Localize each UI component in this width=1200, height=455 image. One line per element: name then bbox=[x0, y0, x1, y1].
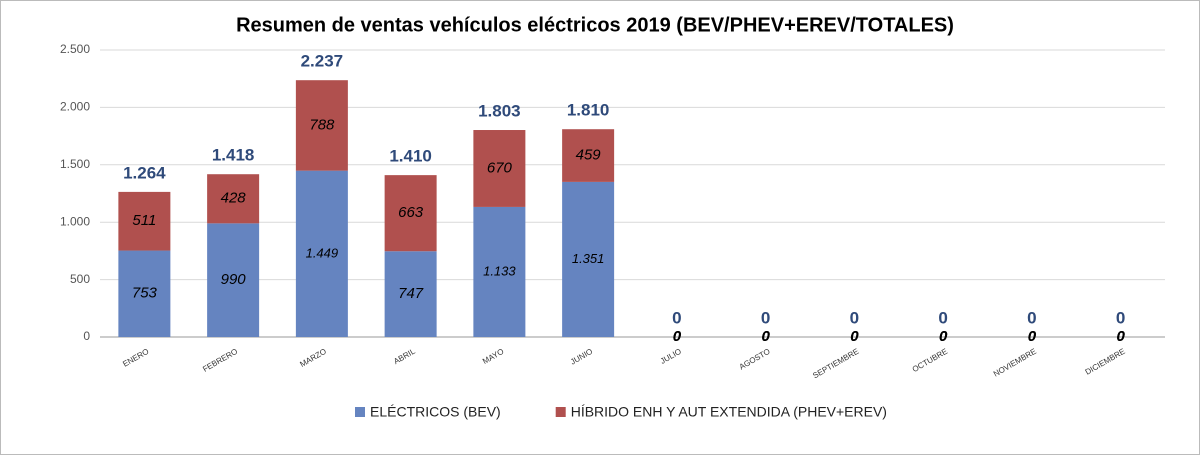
segment-label: 0 bbox=[761, 328, 770, 345]
segment-label: 753 bbox=[132, 285, 158, 302]
bar-segment bbox=[384, 175, 437, 252]
total-label: 1.810 bbox=[567, 101, 610, 120]
segment-label: 0 bbox=[673, 328, 682, 345]
legend-swatch bbox=[555, 407, 566, 417]
segment-label: 1.351 bbox=[572, 251, 605, 266]
segment-label: 747 bbox=[398, 285, 424, 302]
bar-segment bbox=[473, 130, 526, 207]
segment-label: 990 bbox=[221, 271, 247, 288]
bar-segment bbox=[118, 191, 171, 251]
segment-label: 428 bbox=[221, 190, 247, 207]
legend-label: ELÉCTRICOS (BEV) bbox=[370, 404, 501, 420]
bar-segment bbox=[295, 170, 348, 337]
segment-label: 0 bbox=[1116, 328, 1125, 345]
y-tick-label: 0 bbox=[83, 329, 90, 343]
segment-label: 459 bbox=[576, 147, 602, 164]
segment-label: 0 bbox=[673, 328, 682, 345]
segment-label: 670 bbox=[487, 159, 513, 176]
y-tick-label: 2.000 bbox=[60, 100, 90, 114]
total-label: 2.237 bbox=[301, 52, 344, 71]
chart-title: Resumen de ventas vehículos eléctricos 2… bbox=[236, 14, 954, 36]
bar-segment bbox=[562, 181, 615, 337]
legend-label: HÍBRIDO ENH Y AUT EXTENDIDA (PHEV+EREV) bbox=[571, 404, 887, 420]
bar-segment bbox=[207, 174, 260, 224]
bar-segment bbox=[562, 129, 615, 182]
segment-label: 0 bbox=[850, 328, 859, 345]
y-tick-label: 2.500 bbox=[60, 42, 90, 56]
total-label: 0 bbox=[1116, 308, 1125, 327]
segment-label: 0 bbox=[761, 328, 770, 345]
total-label: 0 bbox=[1027, 308, 1036, 327]
bar-segment bbox=[295, 80, 348, 171]
segment-label: 663 bbox=[398, 204, 424, 221]
segment-label: 511 bbox=[132, 212, 156, 229]
total-label: 0 bbox=[850, 308, 859, 327]
legend-swatch bbox=[355, 407, 365, 417]
total-label: 1.264 bbox=[123, 163, 166, 182]
y-tick-label: 1.500 bbox=[60, 157, 90, 171]
y-tick-label: 1.000 bbox=[60, 214, 90, 228]
bar-segment bbox=[473, 206, 526, 337]
segment-label: 0 bbox=[1028, 328, 1037, 345]
total-label: 0 bbox=[938, 308, 947, 327]
segment-label: 788 bbox=[309, 116, 335, 133]
segment-label: 0 bbox=[939, 328, 948, 345]
total-label: 0 bbox=[761, 308, 770, 327]
bar-segment bbox=[384, 251, 437, 337]
segment-label: 1.133 bbox=[483, 263, 516, 278]
segment-label: 0 bbox=[1028, 328, 1037, 345]
segment-label: 1.449 bbox=[306, 245, 339, 260]
segment-label: 0 bbox=[939, 328, 948, 345]
bar-segment bbox=[207, 223, 260, 337]
total-label: 1.418 bbox=[212, 146, 255, 165]
total-label: 1.803 bbox=[478, 101, 521, 120]
y-tick-label: 500 bbox=[70, 272, 90, 286]
total-label: 0 bbox=[672, 308, 681, 327]
bar-segment bbox=[118, 250, 171, 337]
segment-label: 0 bbox=[1116, 328, 1125, 345]
segment-label: 0 bbox=[850, 328, 859, 345]
total-label: 1.410 bbox=[389, 147, 432, 166]
